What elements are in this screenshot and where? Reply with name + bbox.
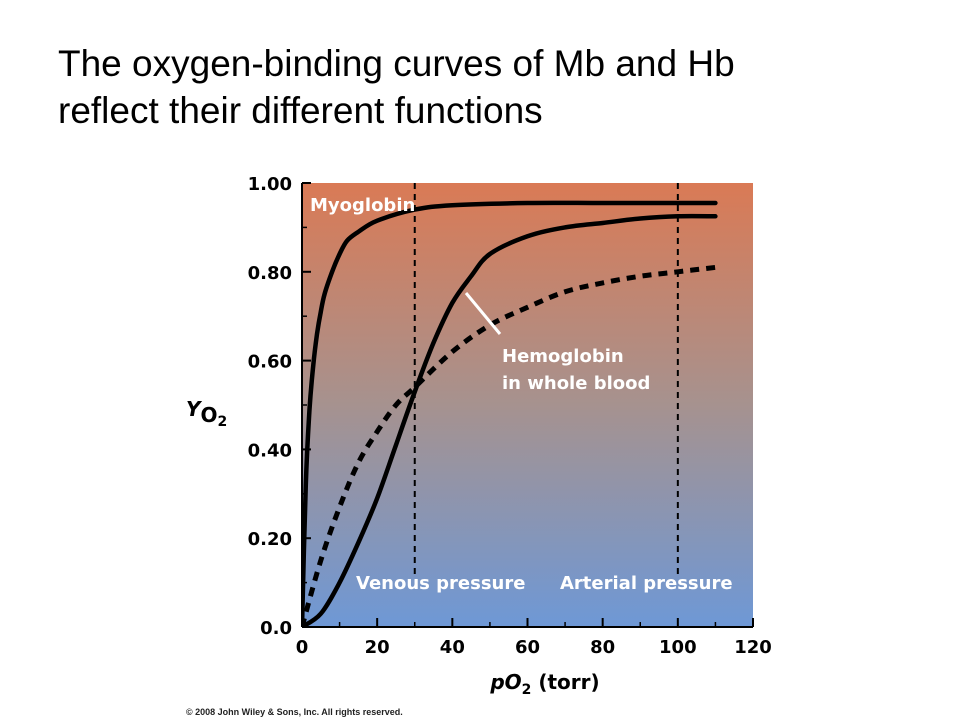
reference-label-arterial: Arterial pressure [560,573,733,594]
reference-label-venous: Venous pressure [356,573,525,594]
y-axis-title-sub: 2 [218,414,228,430]
x-tick-label: 80 [590,637,615,658]
hemoglobin-label-line-2: in whole blood [502,373,650,394]
slide-title-line-1: The oxygen-binding curves of Mb and Hb [58,43,735,84]
y-tick-label: 0.60 [248,352,292,373]
y-axis-title-main: Y [186,397,203,421]
y-axis-title: YO2 [186,397,227,430]
series-line-hemoglobin [302,213,718,627]
y-tick-label: 0.20 [248,529,292,550]
y-axis-title-o: O [200,403,217,427]
copyright-notice: © 2008 John Wiley & Sons, Inc. All right… [186,707,403,717]
x-axis-title: pO2 (torr) [489,670,599,698]
plot-background [302,183,753,627]
y-tick-label: 0.40 [248,440,292,461]
slide-title: The oxygen-binding curves of Mb and Hb r… [58,40,918,134]
y-tick-label: 1.00 [248,174,292,195]
x-tick-label: 20 [365,637,390,658]
y-tick-label: 0.0 [260,618,292,639]
y-tick-label: 0.80 [248,263,292,284]
x-axis-title-sub: 2 [522,682,532,698]
hemoglobin-pointer-line [464,292,502,335]
series-line-hemoglobin-whole-blood [302,264,716,627]
myoglobin-label: Myoglobin [310,195,415,216]
x-tick-label: 40 [440,637,465,658]
x-axis-title-unit: (torr) [531,670,599,694]
x-tick-label: 120 [734,637,772,658]
series-line-myoglobin [302,200,718,627]
slide-title-line-2: reflect their different functions [58,90,543,131]
x-tick-label: 60 [515,637,540,658]
x-axis-title-main: pO [489,670,521,694]
hemoglobin-label-line-1: Hemoglobin [502,346,624,367]
x-tick-label: 0 [296,637,309,658]
x-tick-label: 100 [659,637,697,658]
